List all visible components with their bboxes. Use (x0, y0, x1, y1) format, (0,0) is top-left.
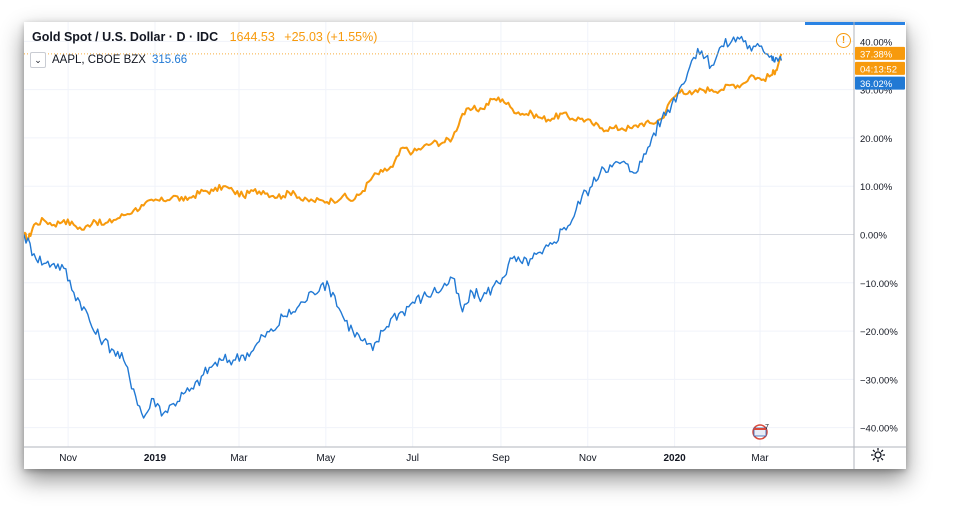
aapl-last-value-label-bg (855, 76, 905, 90)
compare-symbol-label[interactable]: AAPL, CBOE BZX (52, 54, 146, 66)
x-tick-label: Mar (230, 453, 248, 464)
gold-countdown-label-bg (855, 61, 905, 75)
chart-svg[interactable]: 40.00% 30.00% 20.00% 10.00% 0.00% −10.00% −20.… (24, 22, 906, 469)
x-tick-label: 2019 (144, 453, 167, 464)
calendar-badge-count: 7 (765, 424, 769, 431)
gold-last-value-label: 37.38% (860, 49, 893, 60)
chevron-down-icon[interactable]: ⌄ (30, 52, 46, 68)
main-series-header: Gold Spot / U.S. Dollar · D · IDC 1644.5… (32, 30, 377, 44)
y-tick-label: 20.00% (860, 134, 893, 145)
gold-countdown-label: 04:13:52 (860, 64, 897, 75)
x-tick-label: Nov (579, 453, 597, 464)
main-symbol-title[interactable]: Gold Spot / U.S. Dollar · D · IDC (32, 30, 219, 44)
main-symbol-change: +25.03 (+1.55%) (284, 30, 378, 44)
top-accent-strip (805, 22, 905, 25)
y-tick-label: 40.00% (860, 37, 893, 48)
calendar-badge-icon[interactable]: 7 (749, 422, 773, 440)
alert-icon[interactable]: ! (836, 33, 851, 48)
gold-series-line (24, 53, 783, 242)
compare-series-legend: ⌄ AAPL, CBOE BZX 315.66 (30, 52, 187, 68)
x-tick-label: 2020 (663, 453, 686, 464)
y-tick-label: 0.00% (860, 231, 887, 242)
y-tick-label: −40.00% (860, 424, 898, 435)
main-symbol-price: 1644.53 (229, 30, 275, 44)
gold-last-value-label-bg (855, 46, 905, 60)
calendar-badge-graphic: 7 (752, 424, 769, 440)
aapl-series-line (24, 35, 783, 419)
x-tick-label: Sep (492, 453, 510, 464)
x-tick-label: Jul (406, 453, 419, 464)
gear-icon[interactable] (870, 447, 886, 463)
y-tick-label: −20.00% (860, 327, 898, 338)
x-tick-label: Mar (751, 453, 769, 464)
y-tick-label: 10.00% (860, 182, 893, 193)
y-tick-label: −30.00% (860, 375, 898, 386)
compare-symbol-value: 315.66 (151, 54, 188, 66)
aapl-last-value-label: 36.02% (860, 79, 893, 90)
y-tick-label: 30.00% (860, 86, 893, 97)
chart-card: 40.00% 30.00% 20.00% 10.00% 0.00% −10.00% −20.… (24, 22, 906, 469)
x-tick-label: Nov (59, 453, 77, 464)
y-tick-label: −10.00% (860, 279, 898, 290)
x-tick-label: May (316, 453, 335, 464)
